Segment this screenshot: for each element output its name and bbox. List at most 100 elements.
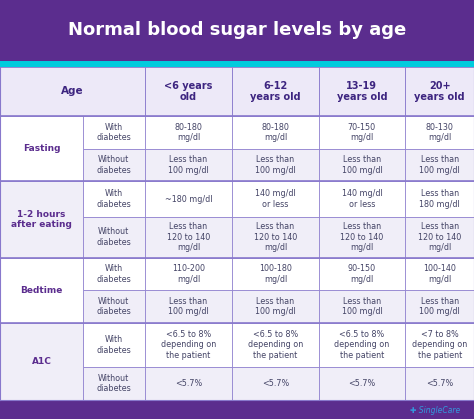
FancyBboxPatch shape (405, 258, 474, 290)
Text: With
diabetes: With diabetes (96, 335, 131, 354)
Text: 1-2 hours
after eating: 1-2 hours after eating (11, 210, 72, 229)
FancyBboxPatch shape (405, 290, 474, 323)
FancyBboxPatch shape (83, 217, 145, 258)
Text: 90-150
mg/dl: 90-150 mg/dl (348, 264, 376, 284)
FancyBboxPatch shape (83, 258, 145, 290)
FancyBboxPatch shape (145, 323, 232, 367)
FancyBboxPatch shape (405, 149, 474, 181)
Text: A1C: A1C (32, 357, 51, 366)
FancyBboxPatch shape (83, 181, 145, 217)
Text: Less than
100 mg/dl: Less than 100 mg/dl (255, 155, 296, 175)
FancyBboxPatch shape (319, 323, 405, 367)
Text: Less than
100 mg/dl: Less than 100 mg/dl (342, 297, 382, 316)
Text: Without
diabetes: Without diabetes (96, 297, 131, 316)
FancyBboxPatch shape (83, 116, 145, 149)
FancyBboxPatch shape (145, 290, 232, 323)
Text: With
diabetes: With diabetes (96, 264, 131, 284)
Text: Less than
180 mg/dl: Less than 180 mg/dl (419, 189, 460, 209)
Text: Without
diabetes: Without diabetes (96, 228, 131, 247)
Text: With
diabetes: With diabetes (96, 189, 131, 209)
Text: With
diabetes: With diabetes (96, 123, 131, 142)
Text: <5.7%: <5.7% (175, 379, 202, 388)
Text: Less than
120 to 140
mg/dl: Less than 120 to 140 mg/dl (418, 222, 461, 252)
FancyBboxPatch shape (83, 367, 145, 400)
Text: <6.5 to 8%
depending on
the patient: <6.5 to 8% depending on the patient (248, 330, 303, 360)
Text: ~180 mg/dl: ~180 mg/dl (164, 194, 212, 204)
FancyBboxPatch shape (319, 149, 405, 181)
FancyBboxPatch shape (145, 367, 232, 400)
FancyBboxPatch shape (145, 149, 232, 181)
Text: 6-12
years old: 6-12 years old (250, 80, 301, 102)
FancyBboxPatch shape (319, 67, 405, 116)
FancyBboxPatch shape (319, 290, 405, 323)
Text: 80-130
mg/dl: 80-130 mg/dl (426, 123, 454, 142)
Text: Less than
120 to 140
mg/dl: Less than 120 to 140 mg/dl (340, 222, 383, 252)
FancyBboxPatch shape (0, 181, 83, 258)
FancyBboxPatch shape (145, 181, 232, 217)
Text: Less than
100 mg/dl: Less than 100 mg/dl (342, 155, 382, 175)
Text: <5.7%: <5.7% (262, 379, 289, 388)
FancyBboxPatch shape (319, 367, 405, 400)
FancyBboxPatch shape (0, 67, 474, 400)
FancyBboxPatch shape (145, 217, 232, 258)
Text: Less than
100 mg/dl: Less than 100 mg/dl (419, 155, 460, 175)
FancyBboxPatch shape (0, 116, 83, 181)
FancyBboxPatch shape (232, 217, 319, 258)
FancyBboxPatch shape (405, 323, 474, 367)
Text: <5.7%: <5.7% (426, 379, 453, 388)
FancyBboxPatch shape (232, 258, 319, 290)
FancyBboxPatch shape (405, 181, 474, 217)
Text: Less than
120 to 140
mg/dl: Less than 120 to 140 mg/dl (254, 222, 297, 252)
Text: <6.5 to 8%
depending on
the patient: <6.5 to 8% depending on the patient (334, 330, 390, 360)
FancyBboxPatch shape (0, 67, 145, 116)
Text: Normal blood sugar levels by age: Normal blood sugar levels by age (68, 21, 406, 39)
FancyBboxPatch shape (83, 290, 145, 323)
FancyBboxPatch shape (232, 149, 319, 181)
Text: Less than
120 to 140
mg/dl: Less than 120 to 140 mg/dl (167, 222, 210, 252)
Text: ✚ SingleCare: ✚ SingleCare (410, 406, 460, 415)
Text: Bedtime: Bedtime (20, 286, 63, 295)
FancyBboxPatch shape (319, 217, 405, 258)
Text: 70-150
mg/dl: 70-150 mg/dl (348, 123, 376, 142)
FancyBboxPatch shape (319, 181, 405, 217)
Text: 100-180
mg/dl: 100-180 mg/dl (259, 264, 292, 284)
FancyBboxPatch shape (232, 367, 319, 400)
FancyBboxPatch shape (0, 0, 474, 61)
Text: Without
diabetes: Without diabetes (96, 155, 131, 175)
Text: Less than
100 mg/dl: Less than 100 mg/dl (419, 297, 460, 316)
Text: 13-19
years old: 13-19 years old (337, 80, 387, 102)
FancyBboxPatch shape (145, 67, 232, 116)
Text: <7 to 8%
depending on
the patient: <7 to 8% depending on the patient (412, 330, 467, 360)
FancyBboxPatch shape (0, 61, 474, 67)
FancyBboxPatch shape (145, 258, 232, 290)
Text: <5.7%: <5.7% (348, 379, 375, 388)
Text: <6 years
old: <6 years old (164, 80, 213, 102)
Text: 140 mg/dl
or less: 140 mg/dl or less (255, 189, 296, 209)
FancyBboxPatch shape (0, 258, 83, 323)
FancyBboxPatch shape (145, 116, 232, 149)
Text: 110-200
mg/dl: 110-200 mg/dl (172, 264, 205, 284)
Text: <6.5 to 8%
depending on
the patient: <6.5 to 8% depending on the patient (161, 330, 216, 360)
Text: 80-180
mg/dl: 80-180 mg/dl (262, 123, 289, 142)
Text: 140 mg/dl
or less: 140 mg/dl or less (342, 189, 382, 209)
Text: Less than
100 mg/dl: Less than 100 mg/dl (168, 155, 209, 175)
Text: Less than
100 mg/dl: Less than 100 mg/dl (255, 297, 296, 316)
FancyBboxPatch shape (232, 181, 319, 217)
FancyBboxPatch shape (232, 323, 319, 367)
Text: Less than
100 mg/dl: Less than 100 mg/dl (168, 297, 209, 316)
FancyBboxPatch shape (232, 290, 319, 323)
Text: Fasting: Fasting (23, 144, 60, 153)
FancyBboxPatch shape (405, 67, 474, 116)
Text: Age: Age (61, 86, 83, 96)
FancyBboxPatch shape (83, 149, 145, 181)
Text: 80-180
mg/dl: 80-180 mg/dl (174, 123, 202, 142)
FancyBboxPatch shape (405, 367, 474, 400)
FancyBboxPatch shape (405, 217, 474, 258)
FancyBboxPatch shape (232, 116, 319, 149)
Text: 20+
years old: 20+ years old (414, 80, 465, 102)
Text: 100-140
mg/dl: 100-140 mg/dl (423, 264, 456, 284)
FancyBboxPatch shape (319, 258, 405, 290)
FancyBboxPatch shape (0, 323, 83, 400)
Text: Without
diabetes: Without diabetes (96, 374, 131, 393)
FancyBboxPatch shape (319, 116, 405, 149)
